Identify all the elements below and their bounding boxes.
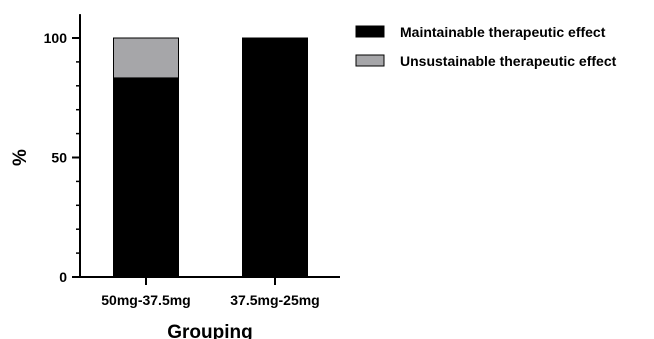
- x-tick-label-0: 50mg-37.5mg: [101, 292, 190, 308]
- bar-maintainable-0: [113, 77, 179, 278]
- y-axis-title: %: [10, 149, 31, 166]
- legend: Maintainable therapeutic effect Unsustain…: [355, 24, 617, 69]
- bars-layer: [113, 37, 308, 278]
- x-tick-label-1: 37.5mg-25mg: [230, 292, 319, 308]
- bar-maintainable-1: [242, 37, 308, 278]
- y-tick-label-50: 50: [51, 150, 67, 166]
- legend-swatch-1: [355, 54, 385, 67]
- y-tick-label-100: 100: [44, 30, 68, 46]
- x-axis-title: Grouping: [167, 322, 252, 339]
- legend-label-0: Maintainable therapeutic effect: [400, 24, 606, 40]
- axes-layer: 0 50 100 50mg-37.5mg 37.5mg-25mg% Grouping: [10, 14, 340, 339]
- legend-label-1: Unsustainable therapeutic effect: [400, 53, 617, 69]
- bar-unsustainable-0: [113, 37, 179, 79]
- y-tick-label-0: 0: [59, 269, 67, 285]
- legend-swatch-0: [355, 25, 385, 38]
